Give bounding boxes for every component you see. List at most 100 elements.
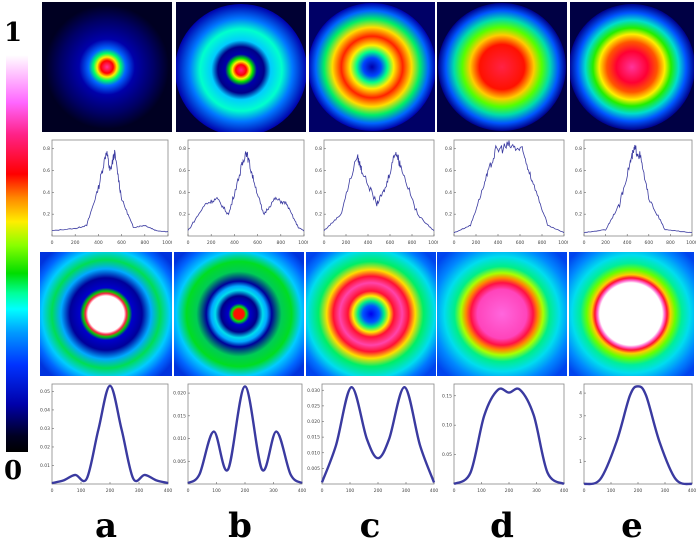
x-tick-label: 100 <box>77 488 86 494</box>
x-tick-label: 200 <box>241 488 250 494</box>
x-tick-label: 800 <box>538 240 547 246</box>
theory-image-d <box>437 252 567 376</box>
plot-frame <box>51 139 169 237</box>
x-tick-label: 600 <box>516 240 525 246</box>
y-tick-label: 0.6 <box>445 168 452 174</box>
x-tick-label: 0 <box>51 240 54 246</box>
series-line <box>583 385 693 486</box>
y-tick-label: 0.10 <box>442 423 452 429</box>
y-tick-label: 0.4 <box>315 190 322 196</box>
series-line <box>320 385 436 483</box>
y-tick-label: 0.2 <box>43 212 50 218</box>
y-tick-label: 0.015 <box>307 435 320 441</box>
y-tick-label: 0.05 <box>442 452 452 458</box>
exp-image-e <box>570 2 694 132</box>
x-tick-label: 200 <box>505 488 514 494</box>
x-tick-label: 600 <box>253 240 262 246</box>
x-tick-label: 0 <box>453 488 456 494</box>
plot-frame <box>453 383 565 485</box>
x-tick-label: 200 <box>634 488 643 494</box>
colorbar-max-label: 1 <box>4 18 23 48</box>
x-tick-label: 400 <box>430 488 438 494</box>
y-tick-label: 0.020 <box>307 419 320 425</box>
theory-image-e <box>569 252 694 376</box>
x-tick-label: 200 <box>342 240 351 246</box>
y-tick-label: 0.020 <box>173 391 186 397</box>
x-tick-label: 100 <box>607 488 616 494</box>
y-tick-label: 0.03 <box>40 426 50 432</box>
exp-image-a <box>42 2 172 132</box>
y-tick-label: 0.6 <box>575 168 582 174</box>
theory-profile-a: 0 100 200 300 400 0.01 0.02 0.03 0.04 0.05 <box>36 380 172 496</box>
plot-frame <box>187 383 303 485</box>
y-tick-label: 0.01 <box>40 463 50 469</box>
theory-image-b <box>174 252 304 376</box>
theory-profile-c: 0 100 200 300 400 0.005 0.010 0.015 0.020 0.025 0.… <box>306 380 438 496</box>
column-label-a: a <box>94 506 118 546</box>
x-tick-label: 100 <box>346 488 355 494</box>
plot-frame <box>323 139 435 237</box>
x-tick-label: 0 <box>51 488 54 494</box>
series-line <box>453 387 565 486</box>
series-line <box>583 144 693 234</box>
y-tick-label: 0.8 <box>315 146 322 152</box>
x-tick-label: 600 <box>117 240 126 246</box>
plot-frame <box>453 139 565 237</box>
y-tick-label: 0.2 <box>445 212 452 218</box>
x-tick-label: 0 <box>187 488 190 494</box>
exp-image-c <box>309 2 435 132</box>
x-tick-label: 300 <box>402 488 411 494</box>
x-tick-label: 0 <box>453 240 456 246</box>
x-tick-label: 800 <box>666 240 675 246</box>
x-tick-label: 0 <box>583 488 586 494</box>
x-tick-label: 200 <box>106 488 115 494</box>
x-tick-label: 300 <box>269 488 278 494</box>
series-line <box>453 140 565 234</box>
x-tick-label: 400 <box>164 488 172 494</box>
x-tick-label: 600 <box>386 240 395 246</box>
x-tick-label: 0 <box>583 240 586 246</box>
x-tick-label: 400 <box>298 488 306 494</box>
column-label-d: d <box>490 506 514 546</box>
exp-image-d <box>437 2 567 132</box>
x-tick-label: 400 <box>94 240 103 246</box>
series-line <box>187 385 303 485</box>
x-tick-label: 200 <box>374 488 383 494</box>
y-tick-label: 2 <box>579 436 582 442</box>
x-tick-label: 100 <box>477 488 486 494</box>
series-line <box>187 151 305 232</box>
x-tick-label: 400 <box>364 240 373 246</box>
y-tick-label: 0.4 <box>43 190 50 196</box>
plot-frame <box>583 383 693 485</box>
x-tick-label: 600 <box>645 240 654 246</box>
plot-frame <box>51 383 169 485</box>
theory-image-c <box>306 252 436 376</box>
x-tick-label: 0 <box>321 488 324 494</box>
series-line <box>323 151 435 231</box>
y-tick-label: 0.15 <box>442 393 452 399</box>
y-tick-label: 0.8 <box>43 146 50 152</box>
y-tick-label: 1 <box>579 459 582 465</box>
exp-image-b <box>176 2 306 132</box>
x-tick-label: 200 <box>71 240 80 246</box>
y-tick-label: 0.4 <box>575 190 582 196</box>
y-tick-label: 0.2 <box>315 212 322 218</box>
x-tick-label: 0 <box>187 240 190 246</box>
y-tick-label: 0.6 <box>179 168 186 174</box>
y-tick-label: 3 <box>579 413 582 419</box>
column-label-e: e <box>621 506 643 546</box>
series-line <box>51 384 169 485</box>
x-tick-label: 0 <box>323 240 326 246</box>
y-tick-label: 0.2 <box>575 212 582 218</box>
y-tick-label: 0.025 <box>307 403 320 409</box>
x-tick-label: 200 <box>207 240 216 246</box>
y-tick-label: 0.04 <box>40 407 50 413</box>
y-tick-label: 4 <box>579 391 582 397</box>
